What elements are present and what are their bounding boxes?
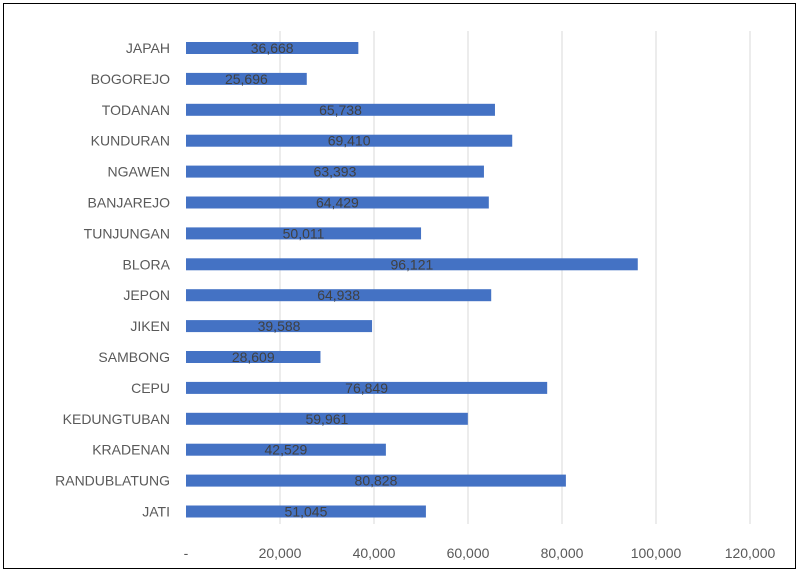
data-label: 65,738 xyxy=(319,102,362,118)
bar xyxy=(186,165,484,178)
bar xyxy=(186,103,495,116)
bar xyxy=(186,474,566,487)
data-label: 80,828 xyxy=(355,473,398,489)
category-label: BOGOREJO xyxy=(91,71,170,87)
chart-frame: 36,668 25,696 65,738 69,410 63,393 64,429 50,0… xyxy=(3,3,796,569)
category-label: NGAWEN xyxy=(108,164,170,180)
data-label: 51,045 xyxy=(285,504,328,520)
category-label: JAPAH xyxy=(126,40,170,56)
bar xyxy=(186,134,513,147)
category-label: KUNDURAN xyxy=(91,133,170,149)
data-label: 42,529 xyxy=(265,442,308,458)
bar xyxy=(186,412,468,425)
x-tick-label: 20,000 xyxy=(259,545,302,561)
data-label: 69,410 xyxy=(328,133,371,149)
data-label: 64,429 xyxy=(316,195,359,211)
x-tick-label: 120,000 xyxy=(725,545,776,561)
bars xyxy=(186,42,638,518)
category-label: TODANAN xyxy=(102,102,170,118)
bar xyxy=(186,505,426,518)
category-label: BLORA xyxy=(123,256,171,272)
data-label: 36,668 xyxy=(251,40,294,56)
bar xyxy=(186,196,489,209)
category-label: CEPU xyxy=(131,380,170,396)
x-tick-label: 80,000 xyxy=(541,545,584,561)
category-label: KEDUNGTUBAN xyxy=(63,411,170,427)
bar xyxy=(186,320,373,333)
data-label: 50,011 xyxy=(283,225,325,241)
x-tick-label: 40,000 xyxy=(353,545,396,561)
x-tick-label: 60,000 xyxy=(447,545,490,561)
x-tick-label: 100,000 xyxy=(631,545,682,561)
data-label: 64,938 xyxy=(317,287,360,303)
data-label: 25,696 xyxy=(225,71,268,87)
bar xyxy=(186,72,307,85)
data-labels: 36,668 25,696 65,738 69,410 63,393 64,429 50,0… xyxy=(225,40,434,520)
category-label: JEPON xyxy=(123,287,170,303)
category-label: KRADENAN xyxy=(92,442,170,458)
data-label: 63,393 xyxy=(314,164,357,180)
category-label: JIKEN xyxy=(130,318,170,334)
x-tick-labels: - 20,000 40,000 60,000 80,000 100,000 120,000 xyxy=(184,545,776,561)
bar-chart: 36,668 25,696 65,738 69,410 63,393 64,429 50,0… xyxy=(55,31,776,561)
category-label: BANJAREJO xyxy=(88,195,171,211)
bar xyxy=(186,258,638,271)
bar xyxy=(186,351,321,363)
bar xyxy=(186,289,492,302)
data-label: 96,121 xyxy=(390,256,433,272)
bar xyxy=(186,443,386,456)
x-tick-label: - xyxy=(184,545,189,561)
bar xyxy=(186,42,359,54)
data-label: 28,609 xyxy=(232,349,275,365)
data-label: 76,849 xyxy=(345,380,388,396)
category-label: TUNJUNGAN xyxy=(84,225,170,241)
data-label: 39,588 xyxy=(258,318,301,334)
category-label: SAMBONG xyxy=(98,349,170,365)
bar xyxy=(186,381,548,394)
category-label: RANDUBLATUNG xyxy=(55,473,170,489)
data-label: 59,961 xyxy=(305,411,348,427)
category-labels: JAPAH BOGOREJO TODANAN KUNDURAN NGAWEN BANJAR… xyxy=(55,40,171,520)
category-label: JATI xyxy=(142,504,170,520)
bar xyxy=(186,227,422,240)
